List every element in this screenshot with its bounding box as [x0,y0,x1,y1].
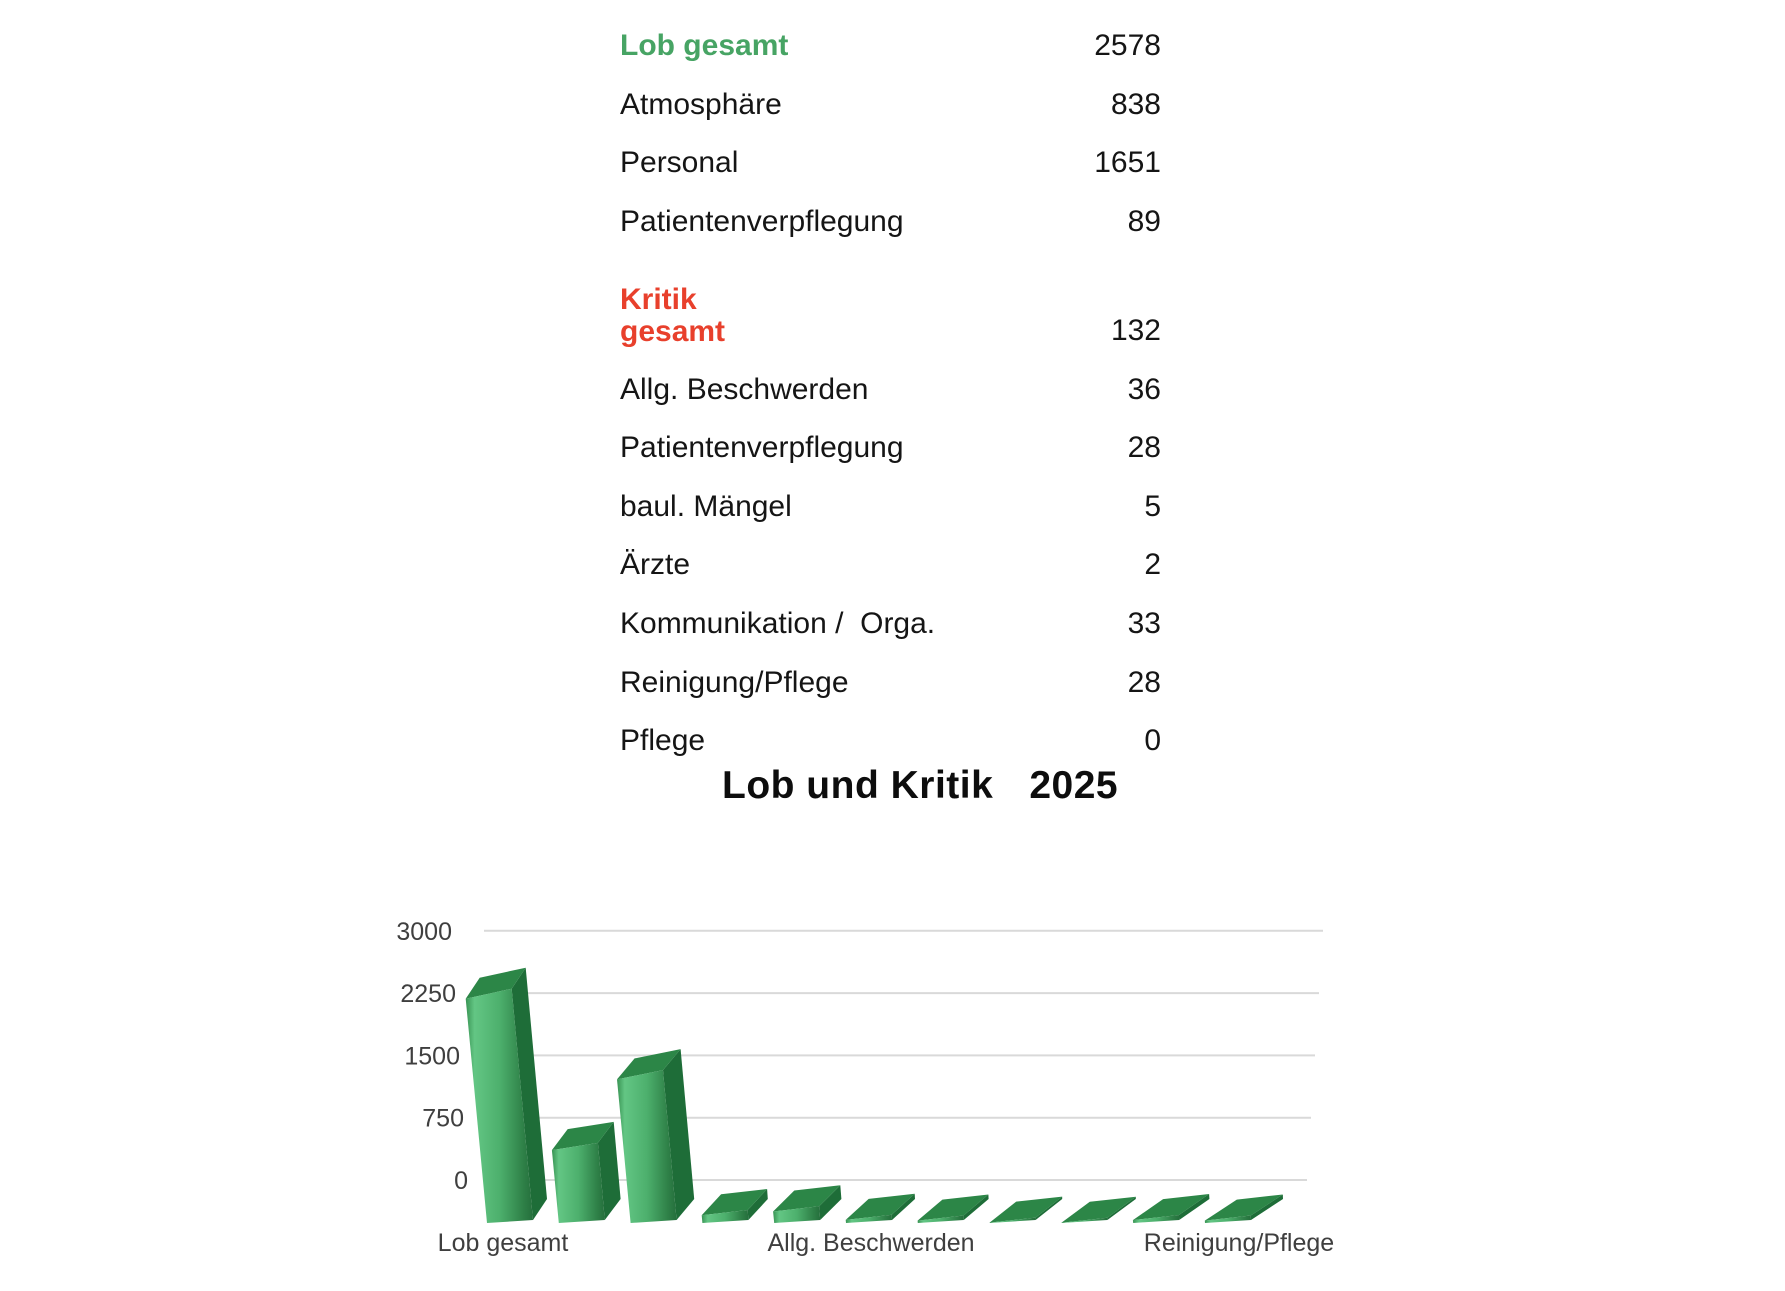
y-tick-label: 1500 [404,1042,460,1070]
y-tick-label: 750 [422,1105,464,1133]
bar-top-face [701,1189,768,1216]
row-value: 33 [1127,607,1161,641]
bar-top-face [1204,1194,1283,1221]
chart-title-text: Lob und Kritik [722,764,994,807]
bar-side-face [963,1194,989,1220]
row-value: 28 [1127,665,1161,699]
bar-top-face [1061,1196,1136,1223]
row-value: 89 [1127,205,1161,239]
row-label: Kommunikation / Orga. [620,607,936,641]
bar-top-face [551,1121,614,1151]
bar-top-face [989,1196,1063,1223]
bar [617,1070,677,1223]
table-row: Atmosphäre 838 [620,76,1161,135]
bar-top-face [845,1193,915,1220]
row-value: 838 [1110,87,1161,121]
row-value: 2 [1144,548,1161,582]
bar [701,1210,749,1223]
chart-title-year: 2025 [1029,764,1119,807]
bar [551,1142,605,1223]
bar [1061,1217,1108,1223]
row-label: Reinigung/Pflege [620,665,849,699]
bar-side-face [511,967,547,1220]
bar-top-face [1132,1194,1210,1221]
row-label: Pflege [620,724,706,758]
bar-top-face [617,1049,681,1080]
table-row: Patientenverpflegung 28 [620,419,1161,478]
table-row: baul. Mängel 5 [620,478,1161,537]
table-row: Kritik gesamt 132 [620,251,1161,360]
row-label: Patientenverpflegung [620,205,904,239]
row-value: 28 [1127,431,1161,465]
chart-title: Lob und Kritik 2025 [722,764,1118,808]
x-axis-label: Allg. Beschwerden [767,1229,974,1257]
row-value: 36 [1127,372,1161,406]
row-value: 5 [1144,489,1161,523]
bar-side-face [663,1049,695,1220]
bar-side-face [891,1193,915,1220]
bar [1204,1215,1251,1223]
x-axis-label: Lob gesamt [438,1229,569,1257]
bar-side-face [1178,1194,1210,1220]
table-row: Pflege 0 [620,712,1161,771]
row-label: Lob gesamt [620,29,789,63]
table-row: Allg. Beschwerden 36 [620,360,1161,419]
row-value: 0 [1144,724,1161,758]
bar [465,988,533,1223]
y-tick-label: 2250 [400,980,456,1008]
bar-side-face [1250,1194,1283,1220]
row-label: Kritik gesamt [620,283,726,349]
bar-chart: 0 750 1500 2250 3000 Lob gesamt Allg. Beschwer… [396,918,1334,1257]
bar-top-face [917,1194,989,1221]
row-label: Allg. Beschwerden [620,372,869,406]
row-label: Patientenverpflegung [620,431,904,465]
table-row: Reinigung/Pflege 28 [620,653,1161,712]
table-row: Lob gesamt 2578 [620,17,1161,76]
table-row: Patientenverpflegung 89 [620,193,1161,252]
y-tick-label: 0 [454,1167,468,1195]
row-label: Ärzte [620,548,691,582]
row-label: Personal [620,146,739,180]
table-row: Kommunikation / Orga. 33 [620,595,1161,654]
bar-side-face [747,1189,768,1220]
row-label: baul. Mängel [620,489,792,523]
y-tick-label: 3000 [396,918,452,946]
bar [1132,1215,1180,1223]
bar [989,1217,1036,1223]
bar-side-face [1035,1196,1063,1220]
table-row: Ärzte 2 [620,536,1161,595]
row-value: 1651 [1094,146,1161,180]
table-row: Personal 1651 [620,134,1161,193]
bar-side-face [819,1185,842,1220]
bar-top-face [465,967,526,999]
row-value: 132 [1110,314,1161,348]
bar-side-face [597,1121,621,1220]
summary-table: Lob gesamt 2578 Atmosphäre 838 Personal … [620,0,1161,771]
bar [773,1206,821,1223]
bar-side-face [1107,1196,1136,1220]
bar [917,1215,964,1223]
row-label: Atmosphäre [620,87,782,121]
bar [845,1214,892,1223]
bar-top-face [773,1185,841,1212]
row-value: 2578 [1094,29,1161,63]
x-axis-label: Reinigung/Pflege [1144,1229,1334,1257]
